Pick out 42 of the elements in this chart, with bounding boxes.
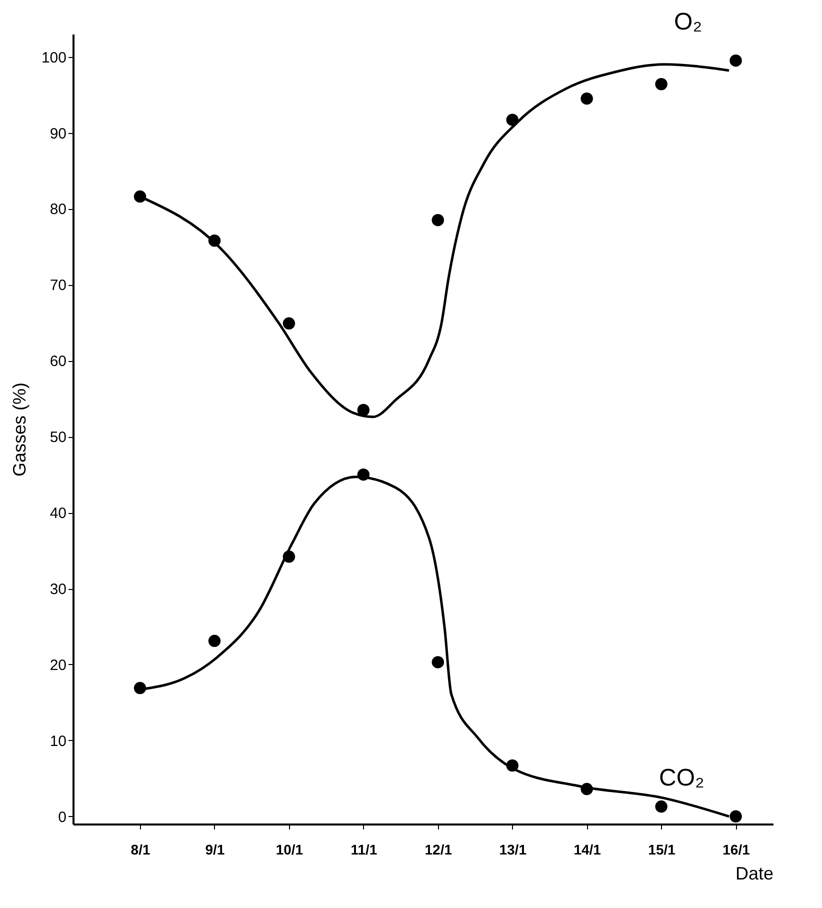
x-tick-label: 9/1 — [205, 842, 225, 858]
point — [506, 114, 518, 126]
point — [282, 317, 296, 330]
y-tick-label: 100 — [41, 49, 66, 66]
y-tick-label: 70 — [50, 277, 66, 294]
point — [506, 759, 518, 772]
point — [432, 214, 444, 226]
y-tick-label: 0 — [58, 808, 66, 826]
point — [580, 92, 593, 105]
point — [730, 54, 742, 67]
point — [432, 656, 444, 668]
y-tick-label: 20 — [50, 656, 66, 674]
y-axis-title: Gasses (%) — [9, 382, 30, 477]
x-tick-label: 13/1 — [499, 842, 527, 858]
x-tick-label: 15/1 — [648, 842, 676, 858]
point — [655, 78, 668, 90]
x-tick-label: 11/1 — [350, 842, 378, 858]
point — [208, 234, 221, 247]
point — [357, 468, 370, 481]
point — [134, 682, 146, 694]
x-axis-title: Date — [735, 864, 774, 884]
point — [208, 634, 221, 648]
x-tick-label: 12/1 — [424, 842, 452, 858]
y-tick-label: 60 — [50, 353, 66, 370]
point — [580, 782, 593, 796]
x-tick-label: 10/1 — [276, 842, 304, 858]
point — [282, 550, 296, 563]
y-tick-label: 80 — [50, 201, 66, 218]
x-tick-label: 8/1 — [130, 842, 150, 858]
point — [357, 404, 370, 416]
y-tick-label: 50 — [50, 429, 66, 446]
y-tick-label: 30 — [50, 581, 66, 598]
series-label: CO₂ — [659, 764, 704, 792]
x-tick-label: 16/1 — [722, 842, 750, 858]
series-label: O₂ — [674, 8, 702, 36]
y-tick-label: 90 — [50, 125, 66, 142]
point — [134, 190, 146, 203]
y-tick-label: 40 — [50, 505, 66, 522]
x-tick-label: 14/1 — [574, 842, 602, 858]
y-tick-label: 10 — [50, 732, 66, 750]
point — [730, 810, 742, 823]
point — [655, 800, 668, 813]
